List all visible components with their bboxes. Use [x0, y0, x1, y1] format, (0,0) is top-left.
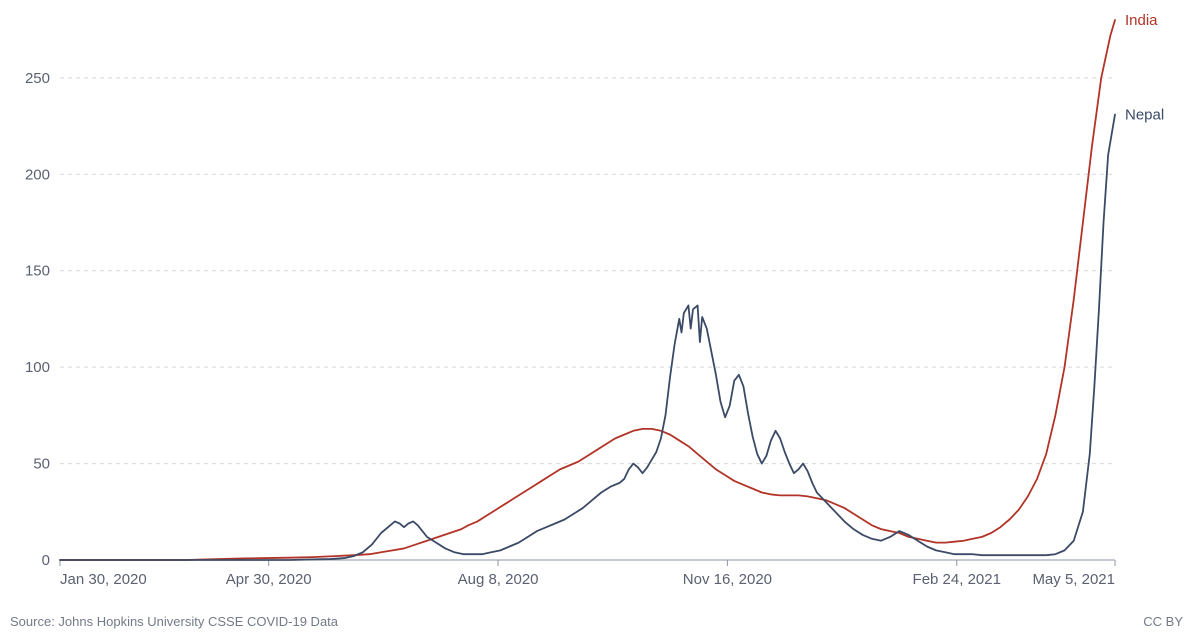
x-tick-label: Apr 30, 2020 — [226, 571, 312, 588]
y-tick-label: 250 — [25, 70, 50, 87]
series-nepal — [60, 115, 1115, 561]
y-tick-label: 0 — [42, 552, 50, 569]
y-tick-label: 200 — [25, 166, 50, 183]
chart-svg: 0 50 100 150 200 250 Jan 30, 2020 Apr 30, 2020 A… — [0, 0, 1195, 637]
y-tick-label: 100 — [25, 359, 50, 376]
series-label-nepal: Nepal — [1125, 107, 1164, 124]
source-attribution: Source: Johns Hopkins University CSSE CO… — [10, 614, 338, 629]
x-tick-label: Aug 8, 2020 — [458, 571, 539, 588]
x-tick-label: Nov 16, 2020 — [683, 571, 772, 588]
series-india — [60, 20, 1115, 560]
y-tick-label: 150 — [25, 263, 50, 280]
line-chart: 0 50 100 150 200 250 Jan 30, 2020 Apr 30, 2020 A… — [0, 0, 1195, 637]
x-tick-label: Jan 30, 2020 — [60, 571, 147, 588]
y-tick-label: 50 — [33, 456, 50, 473]
x-tick-label: Feb 24, 2021 — [913, 571, 1001, 588]
series-label-india: India — [1125, 12, 1158, 29]
x-tick-label: May 5, 2021 — [1032, 571, 1115, 588]
license-label: CC BY — [1143, 614, 1183, 629]
